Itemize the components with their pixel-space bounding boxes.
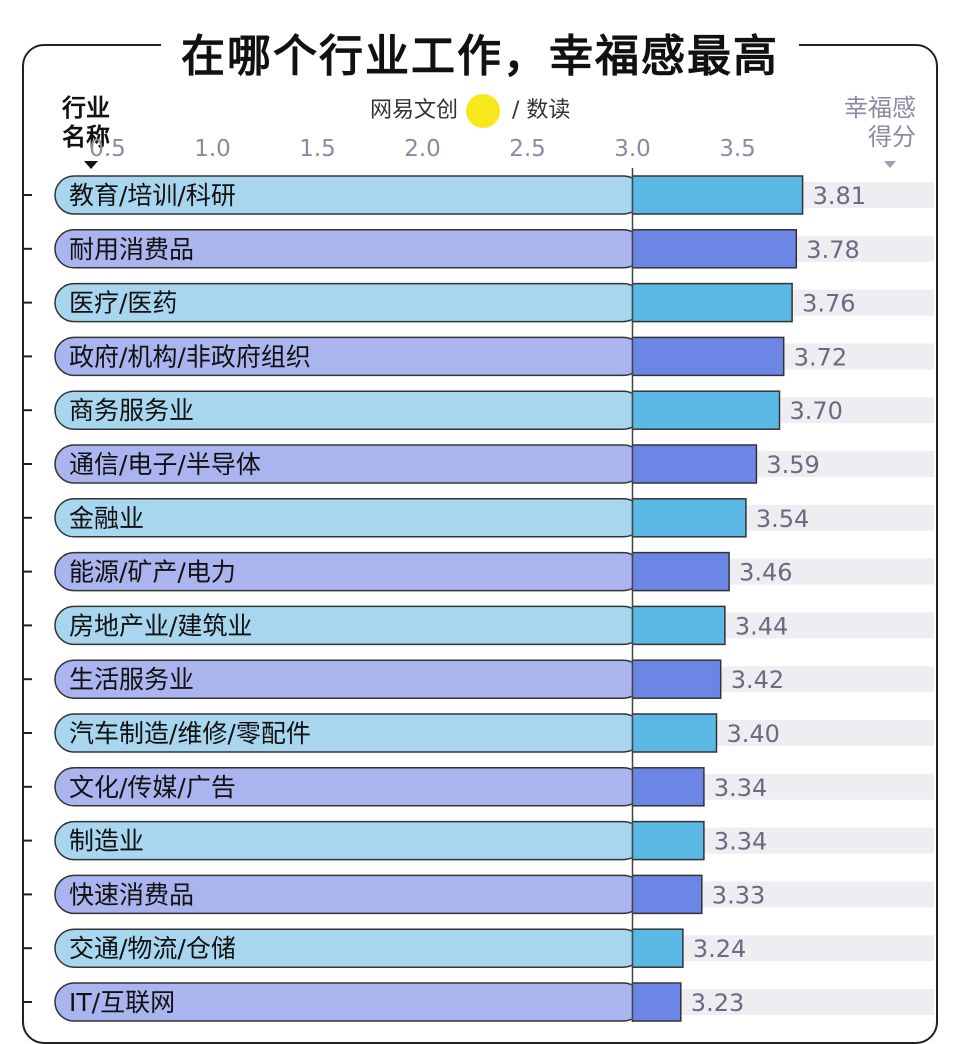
category-label: 金融业 bbox=[69, 504, 144, 533]
value-label: 3.44 bbox=[735, 612, 788, 640]
value-label: 3.81 bbox=[813, 182, 866, 210]
value-track bbox=[756, 451, 934, 477]
category-label: 快速消费品 bbox=[69, 880, 194, 909]
x-tick-label: 0.5 bbox=[89, 136, 126, 162]
value-track bbox=[779, 397, 934, 424]
value-track bbox=[703, 773, 934, 800]
value-label: 3.40 bbox=[727, 720, 780, 748]
value-track bbox=[701, 881, 934, 908]
value-label: 3.70 bbox=[790, 397, 843, 425]
brand-dot-icon bbox=[466, 94, 500, 128]
value-track bbox=[792, 289, 934, 316]
category-label: 耐用消费品 bbox=[69, 235, 194, 264]
industry-header-line1: 行业 bbox=[62, 94, 110, 122]
value-label: 3.23 bbox=[691, 989, 744, 1017]
category-label: 房地产业/建筑业 bbox=[69, 611, 252, 640]
category-label: 商务服务业 bbox=[69, 396, 194, 425]
x-tick-label: 2.5 bbox=[509, 136, 546, 162]
x-tick-label: 1.5 bbox=[299, 136, 336, 162]
score-header-line1: 幸福感 bbox=[844, 94, 916, 122]
value-label: 3.54 bbox=[756, 505, 809, 533]
category-label: 通信/电子/半导体 bbox=[69, 450, 261, 479]
bar bbox=[631, 551, 730, 592]
value-track bbox=[680, 989, 934, 1015]
value-track bbox=[783, 343, 934, 370]
bar bbox=[631, 229, 798, 269]
bar bbox=[631, 659, 722, 699]
value-track bbox=[729, 558, 934, 585]
caret-down-icon bbox=[84, 161, 98, 169]
value-label: 3.33 bbox=[712, 881, 765, 909]
brand-suffix: / 数读 bbox=[512, 98, 571, 123]
value-label: 3.42 bbox=[731, 666, 784, 694]
bar bbox=[631, 444, 758, 484]
category-label: 汽车制造/维修/零配件 bbox=[69, 719, 311, 748]
bar bbox=[631, 713, 718, 753]
caret-down-icon bbox=[884, 161, 896, 168]
value-track bbox=[724, 612, 934, 639]
bar bbox=[631, 982, 682, 1022]
brand-logo-text: 网易文创 bbox=[370, 98, 459, 123]
bar bbox=[631, 820, 705, 861]
industry-column-header: 行业 名称 bbox=[62, 94, 110, 152]
value-track bbox=[716, 720, 934, 746]
bar bbox=[631, 928, 684, 968]
value-label: 3.72 bbox=[794, 343, 847, 371]
value-label: 3.46 bbox=[739, 559, 792, 587]
value-label: 3.78 bbox=[806, 236, 859, 264]
x-tick-label: 1.0 bbox=[194, 136, 231, 162]
category-label: 能源/矿产/电力 bbox=[69, 558, 236, 587]
bar bbox=[631, 175, 804, 215]
value-track bbox=[703, 827, 934, 854]
category-label: 政府/机构/非政府组织 bbox=[69, 342, 311, 371]
category-label: 医疗/医药 bbox=[69, 289, 177, 318]
value-track bbox=[682, 935, 934, 962]
bar bbox=[631, 498, 747, 538]
bar bbox=[631, 390, 781, 430]
value-track bbox=[796, 235, 934, 262]
value-label: 3.34 bbox=[714, 828, 767, 856]
category-label: 教育/培训/科研 bbox=[69, 181, 236, 210]
bar bbox=[631, 336, 785, 377]
value-label: 3.34 bbox=[714, 774, 767, 802]
bar-chart: 0.5 1.0 1.5 2.0 2.5 3.0 3.5 教育/培训/科研 3.81 耐用消费品 3.… bbox=[22, 136, 934, 1022]
x-tick-label: 3.0 bbox=[614, 136, 651, 162]
x-tick-label: 3.5 bbox=[719, 136, 756, 162]
bar bbox=[631, 767, 705, 807]
category-label: 交通/物流/仓储 bbox=[69, 934, 236, 963]
bar bbox=[631, 874, 703, 915]
value-track bbox=[745, 504, 934, 531]
bar bbox=[631, 282, 793, 323]
chart-title: 在哪个行业工作，幸福感最高 bbox=[0, 20, 960, 84]
value-label: 3.24 bbox=[693, 935, 746, 963]
score-column-header: 幸福感 得分 bbox=[844, 94, 916, 152]
value-label: 3.59 bbox=[766, 451, 819, 479]
category-label: 生活服务业 bbox=[69, 665, 194, 694]
category-label: 文化/传媒/广告 bbox=[69, 773, 236, 802]
value-track bbox=[720, 666, 934, 693]
value-track bbox=[802, 182, 934, 208]
category-label: IT/互联网 bbox=[69, 988, 175, 1017]
value-label: 3.76 bbox=[802, 290, 855, 318]
category-label: 制造业 bbox=[69, 827, 144, 856]
x-tick-label: 2.0 bbox=[404, 136, 441, 162]
industry-header-line2: 名称 bbox=[62, 123, 110, 151]
bar bbox=[631, 605, 726, 646]
score-header-line2: 得分 bbox=[868, 123, 916, 151]
